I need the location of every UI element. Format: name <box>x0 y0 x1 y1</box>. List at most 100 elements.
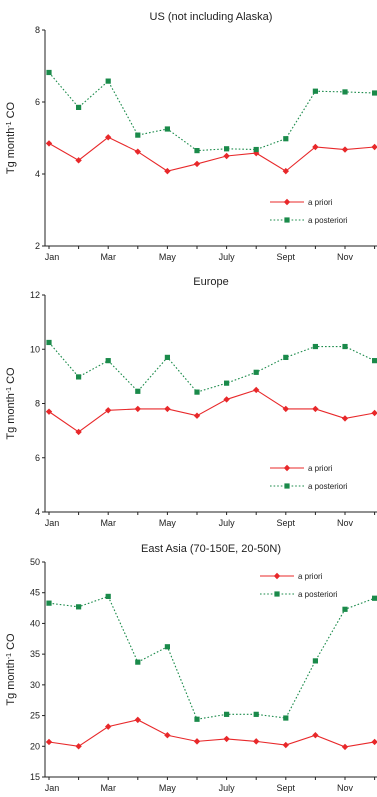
y-tick-label: 8 <box>35 25 40 35</box>
data-point <box>283 136 289 142</box>
series-a-posteriori <box>46 339 377 395</box>
data-point <box>46 69 52 76</box>
series-a-priori <box>45 386 377 436</box>
data-point <box>223 735 230 743</box>
data-point <box>194 148 200 154</box>
legend-label: a posteriori <box>298 590 338 599</box>
data-point <box>193 412 201 419</box>
data-point <box>224 711 230 717</box>
series-a-priori <box>45 716 377 751</box>
x-tick-label: May <box>159 783 177 793</box>
legend-marker <box>284 217 290 223</box>
data-point <box>194 389 200 395</box>
x-tick-label: Sept <box>277 252 296 262</box>
data-point <box>135 132 141 138</box>
data-point <box>75 157 82 164</box>
data-point <box>134 148 141 155</box>
data-point <box>224 380 230 386</box>
chart-panel-2: Europe Tg month-1 CO 4 6 8 10 12 Jan Mar May July S… <box>5 276 377 528</box>
y-tick-label: 20 <box>30 741 40 751</box>
data-point <box>194 716 200 722</box>
data-point <box>45 738 53 746</box>
legend-label: a posteriori <box>308 482 348 491</box>
chart-panel-1: US (not including Alaska) Tg month-1 CO 2 4… <box>5 11 377 262</box>
series-line <box>48 389 377 433</box>
data-point <box>342 343 348 350</box>
data-point <box>312 658 318 664</box>
x-tick-label: July <box>219 252 236 262</box>
series-line <box>48 136 377 172</box>
data-point <box>135 388 141 394</box>
y-tick-label: 40 <box>30 618 40 628</box>
x-tick-label: Jan <box>45 783 60 793</box>
data-point <box>223 396 230 403</box>
data-point <box>164 732 171 739</box>
legend-label: a posteriori <box>308 216 348 225</box>
data-point <box>371 738 377 746</box>
x-tick-label: Jan <box>45 518 60 528</box>
y-tick-label: 45 <box>30 588 40 598</box>
data-point <box>164 167 171 175</box>
series-line <box>48 342 377 393</box>
legend: a priori a posteriori <box>270 198 348 225</box>
y-tick-label: 4 <box>35 507 40 517</box>
x-tick-label: May <box>159 252 177 262</box>
legend-label: a priori <box>308 198 333 207</box>
data-point <box>76 604 82 610</box>
chart-title: US (not including Alaska) <box>150 11 273 23</box>
x-tick-label: Mar <box>100 252 116 262</box>
data-point <box>253 711 259 717</box>
data-point <box>76 374 82 380</box>
y-axis-label: Tg month-1 CO <box>5 101 17 174</box>
x-tick-label: Nov <box>337 783 354 793</box>
data-point <box>283 354 289 360</box>
chart-panel-3: East Asia (70-150E, 20-50N) Tg month-1 CO… <box>5 543 377 793</box>
x-tick-label: Sept <box>277 783 296 793</box>
data-point <box>105 723 112 730</box>
y-axis-label: Tg month-1 CO <box>5 367 17 440</box>
legend-marker <box>274 591 280 597</box>
y-tick-label: 10 <box>30 344 40 354</box>
data-point <box>342 606 348 612</box>
data-point <box>282 167 289 175</box>
data-point <box>283 715 289 721</box>
data-point <box>341 743 349 751</box>
data-point <box>164 644 170 650</box>
y-tick-label: 50 <box>30 557 40 567</box>
data-point <box>105 593 111 599</box>
data-point <box>372 358 377 364</box>
legend-marker <box>283 198 291 206</box>
legend-label: a priori <box>308 464 333 473</box>
legend-marker <box>284 483 290 489</box>
chart-title: Europe <box>193 276 228 288</box>
data-point <box>193 160 201 168</box>
legend: a priori a posteriori <box>270 464 348 491</box>
series-a-priori <box>45 134 377 175</box>
y-axis-label: Tg month-1 CO <box>5 633 17 706</box>
data-point <box>253 386 260 394</box>
data-point <box>253 146 259 153</box>
x-tick-label: Mar <box>100 783 116 793</box>
data-point <box>46 600 52 606</box>
legend-marker <box>273 572 281 580</box>
data-point <box>282 741 289 749</box>
data-point <box>76 104 82 110</box>
series-line <box>48 595 377 720</box>
data-point <box>134 716 141 724</box>
series-a-posteriori <box>46 69 377 154</box>
data-point <box>164 354 170 360</box>
data-point <box>312 88 318 94</box>
data-point <box>223 152 230 160</box>
data-point <box>371 409 377 417</box>
data-point <box>45 408 53 415</box>
data-point <box>45 140 53 147</box>
chart-title: East Asia (70-150E, 20-50N) <box>141 543 281 555</box>
y-tick-label: 25 <box>30 711 40 721</box>
data-point <box>105 134 112 141</box>
legend-label: a priori <box>298 572 323 581</box>
data-point <box>312 732 319 739</box>
data-point <box>75 743 82 750</box>
y-tick-label: 2 <box>35 241 40 251</box>
data-point <box>105 78 111 84</box>
x-tick-label: July <box>219 783 236 793</box>
